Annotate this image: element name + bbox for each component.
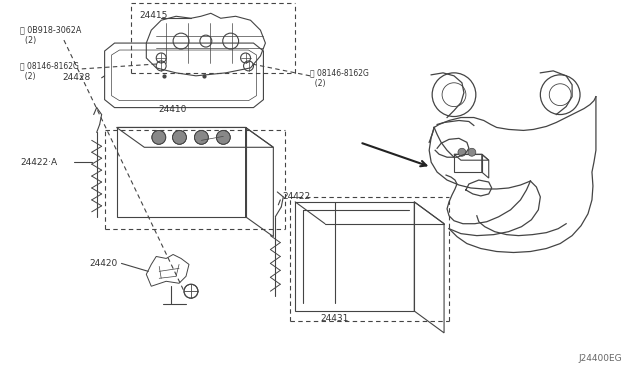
Circle shape <box>458 148 466 156</box>
Text: 24431: 24431 <box>320 314 348 324</box>
Circle shape <box>195 131 209 144</box>
Text: 24420: 24420 <box>90 259 118 268</box>
Circle shape <box>152 131 166 144</box>
Text: J24400EG: J24400EG <box>578 354 621 363</box>
Circle shape <box>216 131 230 144</box>
Text: 24410: 24410 <box>158 105 187 114</box>
Text: Ⓑ 08146-8162G
  (2): Ⓑ 08146-8162G (2) <box>20 61 79 81</box>
Text: 24415: 24415 <box>140 11 168 20</box>
Circle shape <box>468 148 476 156</box>
Text: 24422: 24422 <box>282 192 310 201</box>
Text: Ⓝ 0B918-3062A
  (2): Ⓝ 0B918-3062A (2) <box>20 25 82 45</box>
Text: Ⓑ 08146-8162G
  (2): Ⓑ 08146-8162G (2) <box>310 68 369 87</box>
Circle shape <box>173 131 186 144</box>
Text: 24422·A: 24422·A <box>20 158 58 167</box>
Text: 24428: 24428 <box>62 73 90 82</box>
